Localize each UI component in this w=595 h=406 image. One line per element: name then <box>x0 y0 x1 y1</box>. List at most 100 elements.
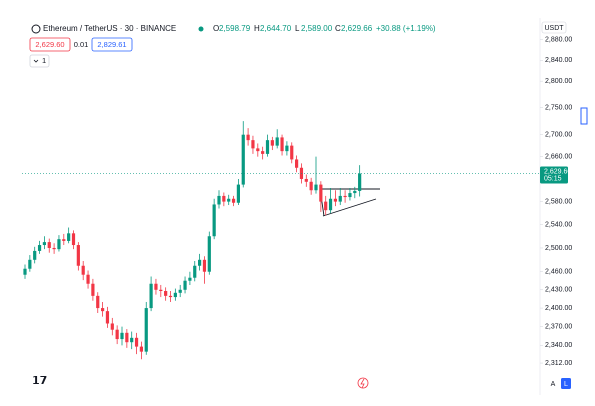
candle-body <box>125 332 129 343</box>
sell-button[interactable] <box>29 37 71 52</box>
candle-body <box>149 283 153 309</box>
candle-body <box>62 239 66 241</box>
y-tick-label: 2,500.00 <box>545 245 572 252</box>
candle-body <box>96 295 100 309</box>
candle-body <box>23 268 27 275</box>
y-tick-label: 2,340.00 <box>545 342 572 349</box>
candle-body <box>134 337 139 347</box>
last-price-label: 2,629.66 <box>544 168 571 175</box>
candle-body <box>47 242 51 248</box>
candle-body <box>246 134 250 141</box>
auto-scale-button[interactable]: A <box>551 381 556 388</box>
y-tick-label: 2,880.00 <box>545 37 572 44</box>
candle-body <box>28 259 32 269</box>
candle-body <box>115 329 119 340</box>
currency-button[interactable] <box>541 21 567 34</box>
candle-body <box>81 265 85 275</box>
candle-body <box>358 173 362 191</box>
candle-body <box>261 151 265 154</box>
candle-body <box>290 145 294 160</box>
drawn-trendline[interactable] <box>322 198 377 217</box>
candle-body <box>333 198 337 202</box>
y-tick-label: 2,580.00 <box>545 198 572 205</box>
legend-value: 2,644.70 <box>260 24 292 33</box>
candle-body <box>183 280 187 290</box>
candle-body <box>91 283 95 296</box>
candle-body <box>222 195 226 202</box>
countdown: 05:15 <box>544 175 562 182</box>
candle-body <box>67 233 71 241</box>
legend-value: 2,598.79 <box>219 24 251 33</box>
candle-body <box>309 181 313 191</box>
bolt <box>360 378 365 389</box>
log-scale-button[interactable]: L <box>564 381 568 388</box>
candle-body <box>212 204 216 237</box>
candle-body <box>285 145 289 152</box>
candle-body <box>348 193 352 198</box>
side-marker <box>580 107 588 125</box>
candle-body <box>105 311 110 324</box>
candle-body <box>168 295 173 298</box>
replay-icon[interactable] <box>357 377 369 389</box>
candle-body <box>178 289 182 293</box>
legend-value: 2,589.00 <box>301 24 333 33</box>
candle-body <box>193 265 197 278</box>
y-tick-label: 2,430.00 <box>545 287 572 294</box>
candle-body <box>270 140 274 146</box>
candle-body <box>343 195 347 198</box>
candle-body <box>57 239 61 250</box>
y-tick-label: 2,460.00 <box>545 269 572 276</box>
candle-body <box>164 290 168 296</box>
spread: 0.01 <box>74 40 89 49</box>
legend-label: L <box>295 24 300 33</box>
candle-body <box>338 195 342 202</box>
candle-body <box>217 195 221 205</box>
log-button-bg <box>561 378 571 389</box>
candle-body <box>328 198 333 211</box>
candle-body <box>280 137 284 152</box>
candle-body <box>251 140 255 149</box>
y-tick-label: 2,370.00 <box>545 323 572 330</box>
candle-body <box>202 259 207 272</box>
indicators-toggle[interactable] <box>29 54 50 68</box>
y-tick-label: 2,312.00 <box>545 360 572 367</box>
indicator-count: 1 <box>42 56 46 65</box>
ohlc-legend: O 2,598.79 H 2,644.70 L 2,589.00 C 2,629.66 <box>213 24 373 33</box>
legend-label: H <box>254 24 260 33</box>
candle-body <box>37 245 42 251</box>
candle-body <box>130 337 134 343</box>
candle-body <box>231 198 236 203</box>
candle-body <box>154 283 158 290</box>
candle-body <box>236 184 240 203</box>
symbol-icon <box>31 24 41 34</box>
candle-body <box>241 134 245 185</box>
buy-button[interactable] <box>91 37 133 52</box>
y-tick-label: 2,750.00 <box>545 105 572 112</box>
chevron <box>33 59 39 63</box>
market-status <box>198 26 204 32</box>
y-tick-label: 2,660.00 <box>545 154 572 161</box>
change: +30.88 (+1.19%) <box>376 24 436 33</box>
y-tick-label: 2,700.00 <box>545 132 572 139</box>
candle-body <box>76 245 80 266</box>
candle-body <box>86 274 90 284</box>
buy-price[interactable]: 2,829.61 <box>97 40 126 49</box>
candle-body <box>144 308 148 352</box>
candle-body <box>33 250 37 260</box>
sell-price[interactable]: 2,629.60 <box>35 40 64 49</box>
candle-body <box>295 159 299 168</box>
candle-body <box>101 308 105 312</box>
candle-body <box>52 247 56 250</box>
candle-body <box>120 332 124 340</box>
symbol-title[interactable]: Ethereum / TetherUS · 30 · BINANCE <box>43 24 176 33</box>
candle-body <box>265 140 270 154</box>
candle-body <box>110 323 114 330</box>
currency[interactable]: USDT <box>544 25 564 32</box>
candle-body <box>275 137 279 146</box>
logo: 𝟭𝟳 <box>32 375 47 387</box>
candle-body <box>71 233 76 246</box>
candle-body <box>314 184 318 191</box>
candle-body <box>207 236 211 272</box>
